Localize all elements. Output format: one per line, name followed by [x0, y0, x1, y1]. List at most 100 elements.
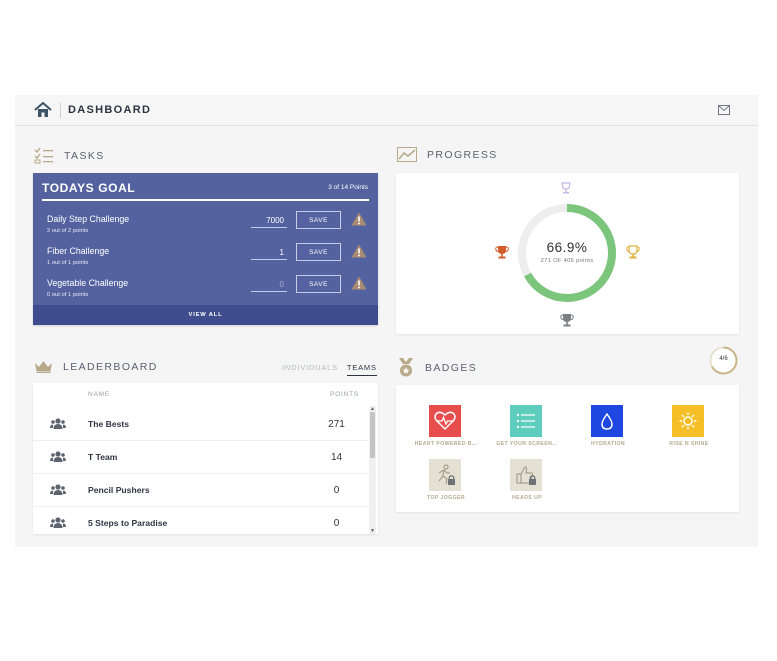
badge-item[interactable]: RISE N SHINE	[654, 405, 724, 455]
goal-points: 3 of 14 Points	[328, 184, 368, 191]
progress-header: PROGRESS	[397, 147, 498, 162]
badge-label: RISE N SHINE	[669, 441, 709, 447]
warning-icon[interactable]	[351, 212, 367, 226]
heart-pulse-icon	[434, 411, 456, 431]
badge-label: HYDRATION	[590, 441, 626, 447]
thumbs-up-icon	[516, 466, 536, 485]
trend-chart-icon	[397, 147, 417, 162]
task-points: 2 out of 2 points	[47, 228, 89, 234]
badge-count-fill	[709, 346, 738, 375]
badge-label: HEART POWERED B...	[414, 441, 478, 447]
todays-goal-card: TODAYS GOAL 3 of 14 Points Daily Step Ch…	[33, 173, 378, 325]
task-name: Fiber Challenge	[47, 246, 110, 256]
tab-teams[interactable]: TEAMS	[346, 363, 377, 376]
column-header-name: NAME	[88, 391, 110, 398]
badges-title: BADGES	[425, 361, 478, 374]
badges-card: HEART POWERED B... GET YOUR SCREEN... HY…	[396, 385, 739, 512]
progress-card: 66.9% 271 OF 405 points	[396, 173, 739, 334]
badge-tile	[672, 405, 704, 437]
crown-icon	[35, 361, 52, 373]
badge-item[interactable]: HYDRATION	[573, 405, 643, 455]
scroll-thumb[interactable]	[370, 412, 375, 458]
leaderboard-title: LEADERBOARD	[63, 360, 158, 373]
mail-icon[interactable]	[718, 105, 730, 115]
sun-icon	[679, 412, 697, 430]
team-points: 0	[333, 485, 340, 496]
silver-trophy-icon	[560, 314, 574, 327]
warning-icon[interactable]	[351, 244, 367, 258]
badge-item[interactable]: HEART POWERED B...	[411, 405, 481, 455]
table-row[interactable]: 5 Steps to Paradise 0	[33, 507, 369, 534]
task-row: Daily Step Challenge 2 out of 2 points S…	[33, 211, 378, 246]
page-title: DASHBOARD	[68, 104, 152, 116]
topbar-divider	[60, 103, 61, 118]
progress-percent: 66.9%	[546, 240, 588, 255]
leaderboard-table: NAME POINTS The Bests 271 T Team 14 Penc…	[33, 383, 378, 534]
tasks-title: TASKS	[64, 149, 105, 162]
badge-tile	[429, 405, 461, 437]
task-row: Fiber Challenge 1 out of 1 points SAVE	[33, 243, 378, 278]
water-drop-icon	[601, 412, 613, 430]
task-name: Vegetable Challenge	[47, 278, 129, 288]
badge-item[interactable]: HEADS UP	[492, 459, 562, 509]
runner-icon	[438, 464, 455, 485]
gold-trophy-icon	[626, 245, 640, 259]
scrollbar[interactable]: ▲ ▼	[369, 406, 376, 534]
table-row[interactable]: The Bests 271	[33, 408, 369, 441]
task-value-input[interactable]	[251, 278, 287, 292]
progress-points: 271 OF 405 points	[540, 258, 594, 264]
home-icon[interactable]	[34, 102, 52, 118]
team-icon	[50, 418, 66, 429]
bronze-trophy-icon	[495, 246, 509, 259]
task-value-input[interactable]	[251, 246, 287, 260]
checklist-icon	[34, 147, 53, 164]
table-row[interactable]: Pencil Pushers 0	[33, 474, 369, 507]
badge-count-ring	[709, 346, 738, 375]
progress-ring-fill	[518, 204, 616, 302]
team-points: 271	[328, 419, 345, 430]
badge-tile	[591, 405, 623, 437]
team-icon	[50, 517, 66, 528]
list-icon	[517, 414, 535, 428]
team-icon	[50, 484, 66, 495]
top-bar: DASHBOARD	[15, 95, 758, 126]
progress-ring	[518, 204, 616, 302]
medal-icon	[399, 358, 413, 377]
save-button[interactable]: SAVE	[296, 275, 341, 293]
view-all-button[interactable]: VIEW ALL	[33, 305, 378, 325]
leaderboard-tabs: INDIVIDUALS TEAMS	[282, 363, 386, 376]
team-name: Pencil Pushers	[88, 485, 150, 495]
task-value-input[interactable]	[251, 214, 287, 228]
task-points: 0 out of 1 points	[47, 292, 89, 298]
tasks-header: TASKS	[34, 147, 105, 164]
diamond-trophy-icon	[561, 182, 571, 194]
team-name: T Team	[88, 452, 118, 462]
scroll-up-arrow-icon[interactable]: ▲	[370, 406, 375, 412]
team-icon	[50, 451, 66, 462]
badge-item[interactable]: TOP JOGGER	[411, 459, 481, 509]
task-row: Vegetable Challenge 0 out of 1 points SA…	[33, 275, 378, 310]
badge-label: GET YOUR SCREEN...	[496, 441, 558, 447]
save-button[interactable]: SAVE	[296, 243, 341, 261]
team-points: 0	[333, 518, 340, 529]
warning-icon[interactable]	[351, 276, 367, 290]
team-name: The Bests	[88, 419, 130, 429]
team-points: 14	[330, 452, 343, 463]
goal-title: TODAYS GOAL	[42, 181, 136, 195]
table-row[interactable]: T Team 14	[33, 441, 369, 474]
progress-title: PROGRESS	[427, 148, 498, 161]
badges-header: BADGES	[397, 358, 477, 377]
badge-tile	[429, 459, 461, 491]
leaderboard-header: LEADERBOARD	[34, 360, 158, 373]
scroll-down-arrow-icon[interactable]: ▼	[370, 528, 375, 534]
column-header-points: POINTS	[330, 391, 359, 398]
badge-count: 4/6	[719, 356, 728, 362]
save-button[interactable]: SAVE	[296, 211, 341, 229]
goal-divider	[42, 199, 369, 201]
badge-tile	[510, 405, 542, 437]
task-name: Daily Step Challenge	[47, 214, 130, 224]
tab-individuals[interactable]: INDIVIDUALS	[282, 363, 338, 372]
badge-item[interactable]: GET YOUR SCREEN...	[492, 405, 562, 455]
dashboard-app: DASHBOARD TASKS TODAYS GOAL 3 of 14 Poin…	[15, 95, 758, 547]
badge-tile	[510, 459, 542, 491]
